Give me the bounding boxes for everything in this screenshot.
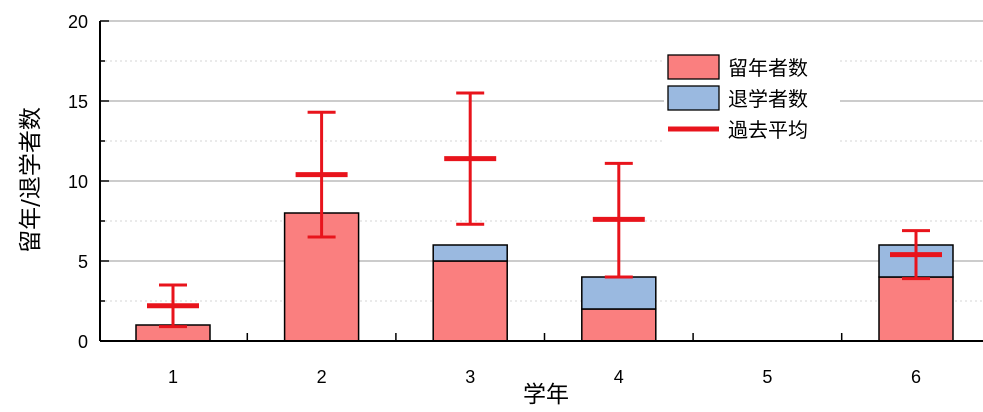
tick-labels: 0 5 10 15 20 1 2 3 4 5 6: [68, 12, 921, 387]
y-tick-label: 10: [68, 172, 88, 192]
legend-swatch-ryunen: [667, 54, 720, 80]
grid-lines: [100, 20, 983, 302]
x-axis-title: 学年: [523, 382, 569, 408]
x-tick-label: 5: [762, 367, 772, 387]
average-markers: [147, 91, 942, 329]
legend: 留年者数 退学者数 過去平均: [664, 47, 840, 145]
x-tick-label: 4: [614, 367, 624, 387]
bar-taigaku: [581, 276, 657, 310]
x-tick-label: 1: [168, 367, 178, 387]
x-tick-label: 3: [465, 367, 475, 387]
y-tick-label: 5: [78, 252, 88, 272]
bar-ryunen: [581, 308, 657, 342]
x-tick-label: 2: [317, 367, 327, 387]
axes: [99, 20, 983, 342]
y-tick-label: 20: [68, 12, 88, 32]
bar-ryunen: [432, 260, 508, 342]
y-axis-title: 留年/退学者数: [18, 107, 44, 253]
bars: [135, 212, 954, 342]
legend-label-average: 過去平均: [728, 118, 808, 142]
legend-swatch-taigaku: [667, 85, 720, 111]
y-tick-label: 0: [78, 332, 88, 352]
legend-label-taigaku: 退学者数: [728, 87, 808, 111]
bar-taigaku: [432, 244, 508, 262]
legend-label-ryunen: 留年者数: [728, 56, 808, 80]
y-tick-label: 15: [68, 92, 88, 112]
x-tick-label: 6: [911, 367, 921, 387]
bar-ryunen: [878, 276, 954, 342]
